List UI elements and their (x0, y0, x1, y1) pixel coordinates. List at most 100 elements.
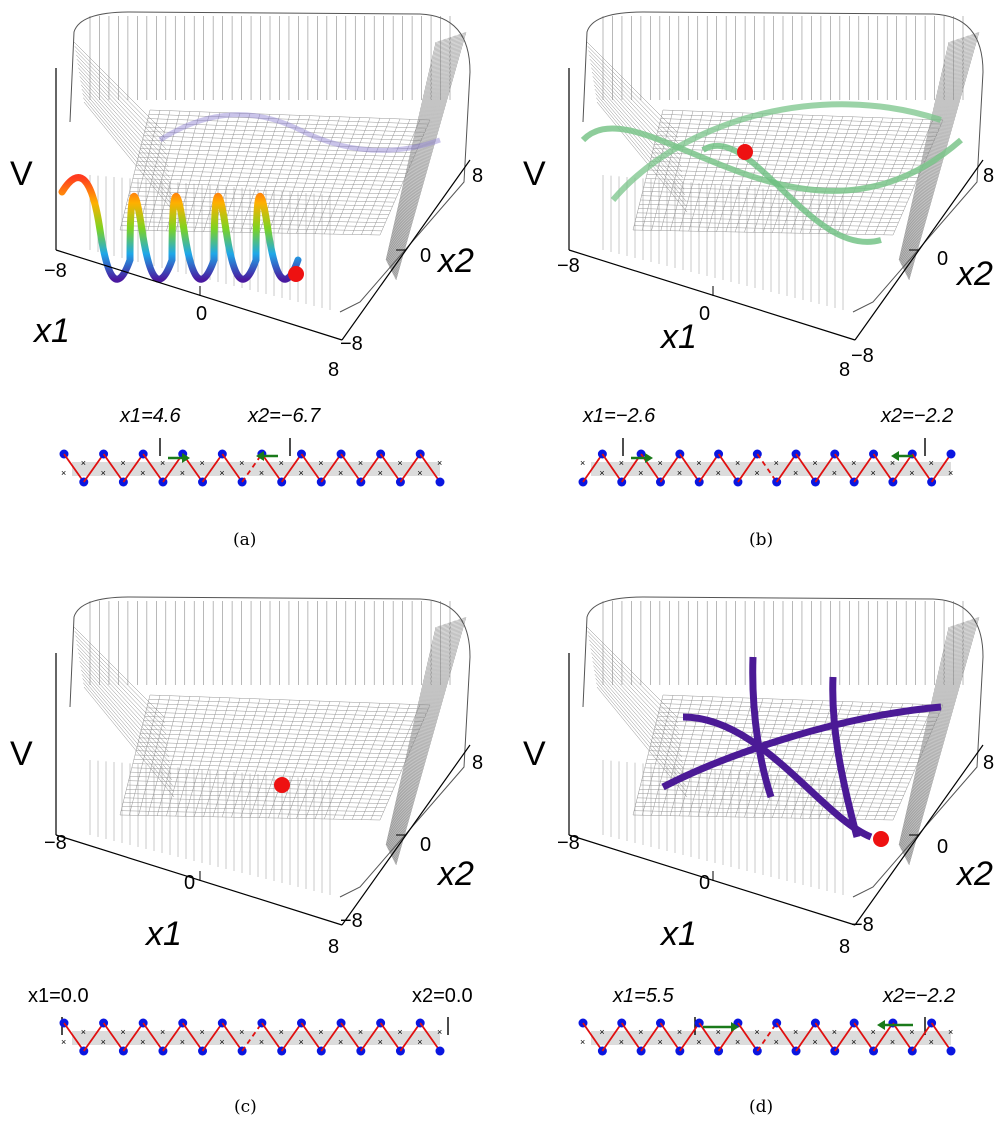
site-marker: × (735, 1037, 740, 1047)
force-arrow-head (645, 453, 653, 463)
site-marker: × (619, 1037, 624, 1047)
panel-b: V x1 x2 −8 0 8 −8 0 8 x1=−2.6 x2=−2.2 × ×… (501, 0, 1002, 567)
potential-surface (69, 596, 471, 898)
chain-bead (435, 1046, 445, 1056)
annotation-x1: x1=4.6 (119, 405, 181, 427)
site-marker: × (358, 458, 363, 468)
v-axis-label: V (10, 155, 33, 193)
site-marker: × (318, 1027, 323, 1037)
x2-tick-max: 8 (983, 752, 994, 774)
v-axis-label: V (523, 735, 546, 773)
site-marker: × (657, 1037, 662, 1047)
site-marker: × (140, 1037, 145, 1047)
site-marker: × (832, 1027, 837, 1037)
site-marker: × (219, 1037, 224, 1047)
site-marker: × (580, 458, 585, 468)
axes (55, 68, 471, 341)
chain-bond (63, 1022, 85, 1052)
chain-bond (399, 453, 421, 483)
x2-tick-max: 8 (472, 165, 483, 187)
x2-tick-max: 8 (983, 165, 994, 187)
x2-axis-label: x2 (955, 855, 993, 893)
chain-bond (142, 1022, 164, 1052)
site-marker: × (219, 468, 224, 478)
chain-band (591, 1031, 951, 1045)
site-marker: × (754, 1027, 759, 1037)
chain-bond (659, 1022, 681, 1052)
particle-ball (288, 266, 304, 282)
x2-axis-label: x2 (436, 855, 474, 893)
site-marker: × (259, 1037, 264, 1047)
x1-axis-line (55, 834, 343, 926)
annotation-x2: x2=−2.2 (882, 985, 955, 1007)
site-marker: × (200, 1027, 205, 1037)
site-marker: × (851, 458, 856, 468)
force-arrow-head (877, 1020, 885, 1030)
chain-bond (814, 1022, 836, 1052)
chain-bond (930, 453, 952, 483)
site-marker: × (160, 1027, 165, 1037)
site-marker: × (318, 458, 323, 468)
bead-chain: × × × × × × × × × × × × × × × × × × × × (578, 1017, 956, 1056)
x1-tick-min: −8 (44, 260, 67, 282)
trajectory-path-2 (610, 101, 942, 202)
chain-bond (659, 453, 681, 483)
site-marker: × (793, 468, 798, 478)
chain-bond (834, 1022, 855, 1052)
site-marker: × (890, 458, 895, 468)
trajectory-back (158, 112, 441, 153)
x2-axis-label: x2 (955, 255, 993, 293)
particle-ball (737, 144, 753, 160)
site-marker: × (81, 1027, 86, 1037)
site-marker: × (929, 1037, 934, 1047)
site-marker: × (619, 458, 624, 468)
site-marker: × (279, 1027, 284, 1037)
chain-bond (142, 453, 164, 483)
chain-bond (261, 453, 283, 483)
chain-bond (892, 453, 914, 483)
chain-bond (775, 453, 797, 483)
trajectory-path (580, 125, 963, 194)
site-marker: × (638, 1027, 643, 1037)
caption: (c) (234, 1097, 257, 1117)
panel-b-svg: V x1 x2 −8 0 8 −8 0 8 x1=−2.6 x2=−2.2 ××… (523, 11, 994, 550)
x2-tick-min: −8 (851, 914, 874, 936)
chain-bond (182, 1022, 204, 1052)
chain-bond (737, 1022, 759, 1052)
site-marker: × (417, 468, 422, 478)
site-marker: × (638, 468, 643, 478)
chain-bond (379, 453, 402, 483)
site-marker: × (696, 1037, 701, 1047)
caption: (b) (749, 530, 773, 550)
trajectory-path (58, 174, 302, 283)
chain-bond (892, 1022, 914, 1052)
chain-bond (911, 453, 933, 483)
site-marker: × (120, 458, 125, 468)
site-marker: × (812, 458, 817, 468)
trajectory-path-3 (701, 142, 882, 245)
x2-tick-zero: 0 (937, 836, 948, 858)
chain-bond-gap (756, 1022, 778, 1052)
site-marker: × (871, 1027, 876, 1037)
site-marker: × (298, 1037, 303, 1047)
site-marker: × (180, 1037, 185, 1047)
trajectory (58, 112, 441, 283)
x2-axis-label: x2 (436, 242, 474, 280)
site-marker: × (239, 458, 244, 468)
x1-axis-line (568, 834, 856, 926)
site-marker: × (832, 468, 837, 478)
trajectory-path-3 (749, 656, 775, 799)
chain-bond (601, 1022, 623, 1052)
chain-bond (795, 453, 817, 483)
chain-bond (834, 453, 855, 483)
x1-tick-min: −8 (557, 832, 580, 854)
site-marker: × (378, 1037, 383, 1047)
trajectory (580, 36, 963, 274)
site-marker: × (793, 1027, 798, 1037)
chain-bond (717, 453, 739, 483)
v-axis-label: V (523, 155, 546, 193)
x1-axis-line (568, 249, 856, 341)
site-marker: × (239, 1027, 244, 1037)
site-marker: × (735, 458, 740, 468)
v-axis-label: V (10, 735, 33, 773)
